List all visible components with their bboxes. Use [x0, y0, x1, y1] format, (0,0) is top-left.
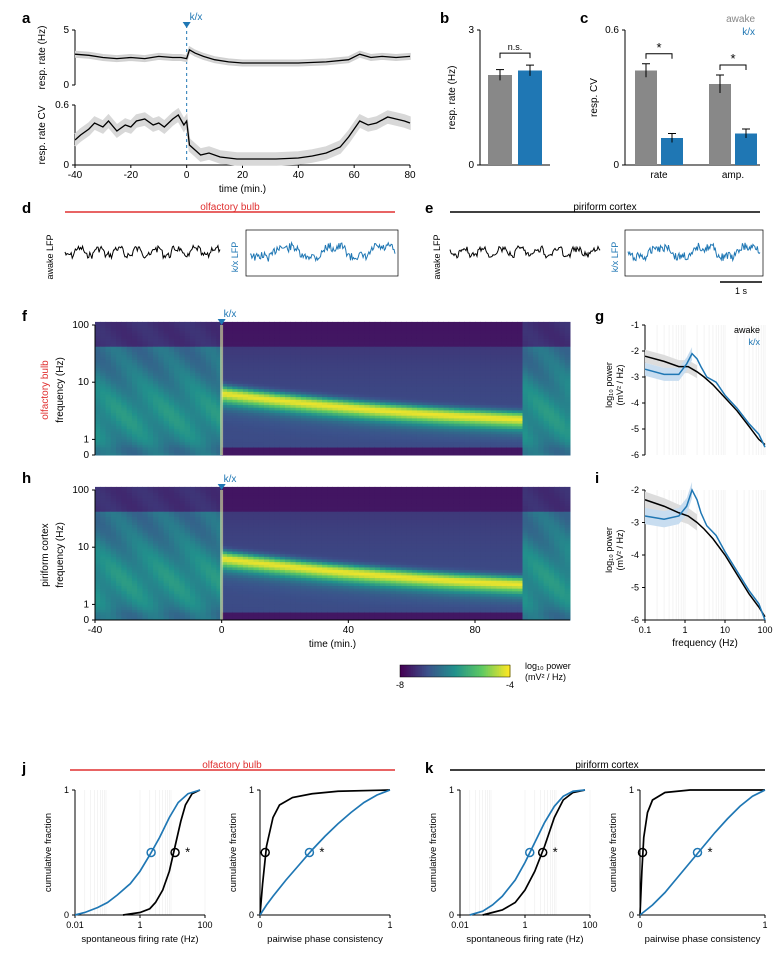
svg-text:-40: -40	[68, 170, 83, 181]
svg-text:0: 0	[468, 160, 474, 171]
svg-text:time (min.): time (min.)	[219, 184, 266, 195]
svg-text:resp. CV: resp. CV	[589, 78, 600, 117]
svg-text:k/x LFP: k/x LFP	[230, 242, 240, 273]
svg-text:rate: rate	[650, 170, 668, 181]
svg-text:resp. rate CV: resp. rate CV	[37, 105, 48, 164]
svg-text:40: 40	[293, 170, 305, 181]
svg-text:*: *	[656, 40, 661, 55]
svg-text:20: 20	[237, 170, 249, 181]
svg-text:10: 10	[78, 377, 90, 388]
figure-svg: 0 5 resp. rate (Hz) k/x 0 0.6 -40 -20 0 20 40 60 80 t…	[0, 0, 781, 969]
svg-text:k/x LFP: k/x LFP	[610, 242, 620, 273]
svg-text:0: 0	[613, 160, 619, 171]
svg-text:5: 5	[63, 25, 69, 36]
svg-text:awake LFP: awake LFP	[432, 234, 442, 279]
svg-text:*: *	[730, 51, 735, 66]
svg-text:n.s.: n.s.	[508, 42, 523, 52]
svg-text:resp. rate (Hz): resp. rate (Hz)	[37, 26, 48, 90]
svg-text:100: 100	[72, 320, 89, 331]
svg-text:1: 1	[83, 434, 89, 445]
svg-text:olfactory bulb: olfactory bulb	[200, 202, 260, 213]
svg-text:-20: -20	[124, 170, 139, 181]
svg-text:0: 0	[83, 450, 89, 461]
svg-text:k/x: k/x	[224, 309, 237, 320]
svg-text:0.6: 0.6	[55, 100, 69, 111]
svg-text:3: 3	[468, 25, 474, 36]
svg-text:k/x: k/x	[190, 12, 203, 23]
svg-text:60: 60	[349, 170, 361, 181]
svg-text:1 s: 1 s	[735, 286, 748, 296]
svg-text:piriform cortex: piriform cortex	[573, 202, 636, 213]
svg-text:0.6: 0.6	[605, 25, 619, 36]
svg-text:amp.: amp.	[722, 170, 744, 181]
svg-text:0: 0	[184, 170, 190, 181]
svg-text:olfactory bulb: olfactory bulb	[40, 360, 51, 420]
svg-text:frequency (Hz): frequency (Hz)	[55, 357, 66, 423]
svg-text:resp. rate (Hz): resp. rate (Hz)	[447, 66, 458, 130]
svg-text:0: 0	[63, 80, 69, 91]
svg-text:awake: awake	[726, 14, 755, 25]
svg-text:k/x: k/x	[742, 27, 755, 38]
svg-text:80: 80	[404, 170, 416, 181]
svg-text:awake LFP: awake LFP	[45, 234, 55, 279]
